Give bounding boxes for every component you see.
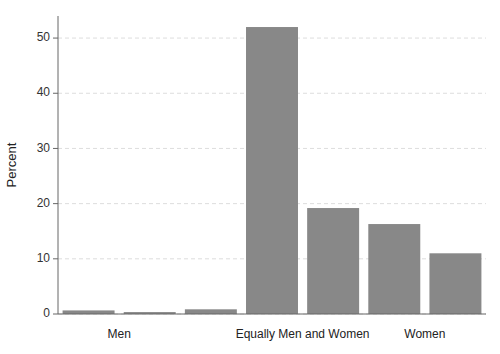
grid-line [58,314,486,315]
group-label: Men [107,327,130,341]
tick-label: 10 [37,251,51,265]
tick-mark [53,314,58,315]
tick-label: 20 [37,196,51,210]
tick-mark [53,258,58,259]
tick-label: 40 [37,85,51,99]
bar [429,253,481,314]
bars [63,27,482,314]
tick-mark [53,203,58,204]
tick-mark [53,93,58,94]
bar [307,208,359,314]
tick-label: 50 [37,30,51,44]
group-label: Equally Men and Women [236,327,370,341]
y-axis-title: Percent [4,142,19,187]
tick-label: 30 [37,141,51,155]
bar [63,310,115,314]
chart: 0 10 20 30 40 50 Percent Men Equally Men and Wom… [0,0,500,354]
x-axis-line [58,314,486,315]
group-label: Women [404,327,445,341]
tick-mark [53,148,58,149]
y-axis-line [58,16,59,314]
bar [185,309,237,314]
chart-container: 0 10 20 30 40 50 Percent Men Equally Men and Wom… [0,0,500,354]
tick-mark [53,38,58,39]
bar [246,27,298,314]
tick-label: 0 [43,306,50,320]
y-axis: 0 10 20 30 40 50 [37,30,58,320]
bar [368,224,420,314]
